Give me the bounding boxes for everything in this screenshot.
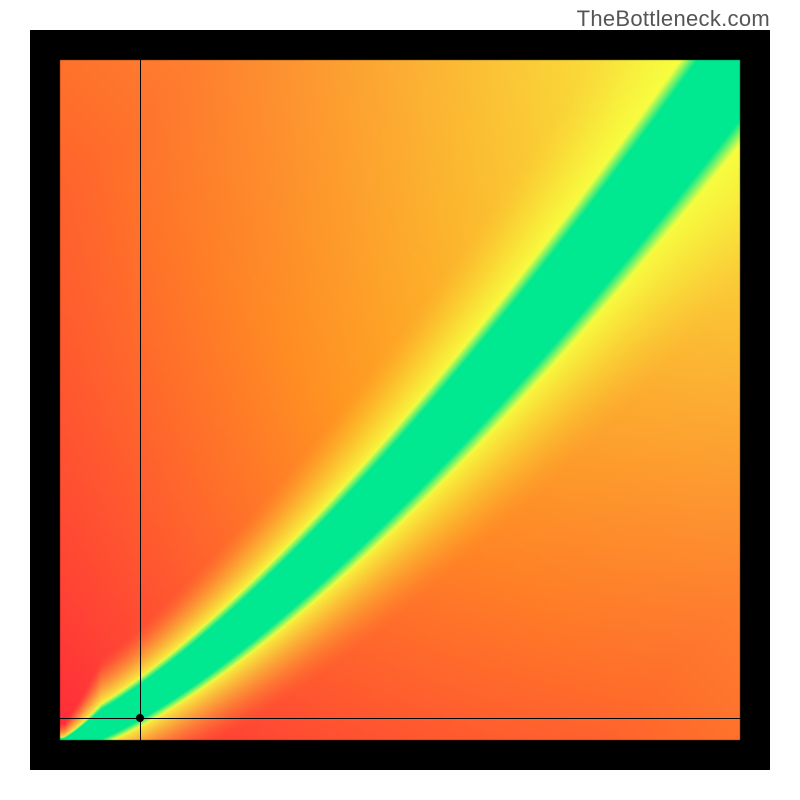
crosshair-marker [136,714,144,722]
crosshair-vertical [140,60,141,740]
watermark-text: TheBottleneck.com [577,6,770,32]
crosshair-horizontal [60,718,740,719]
heatmap-plot [30,30,770,770]
